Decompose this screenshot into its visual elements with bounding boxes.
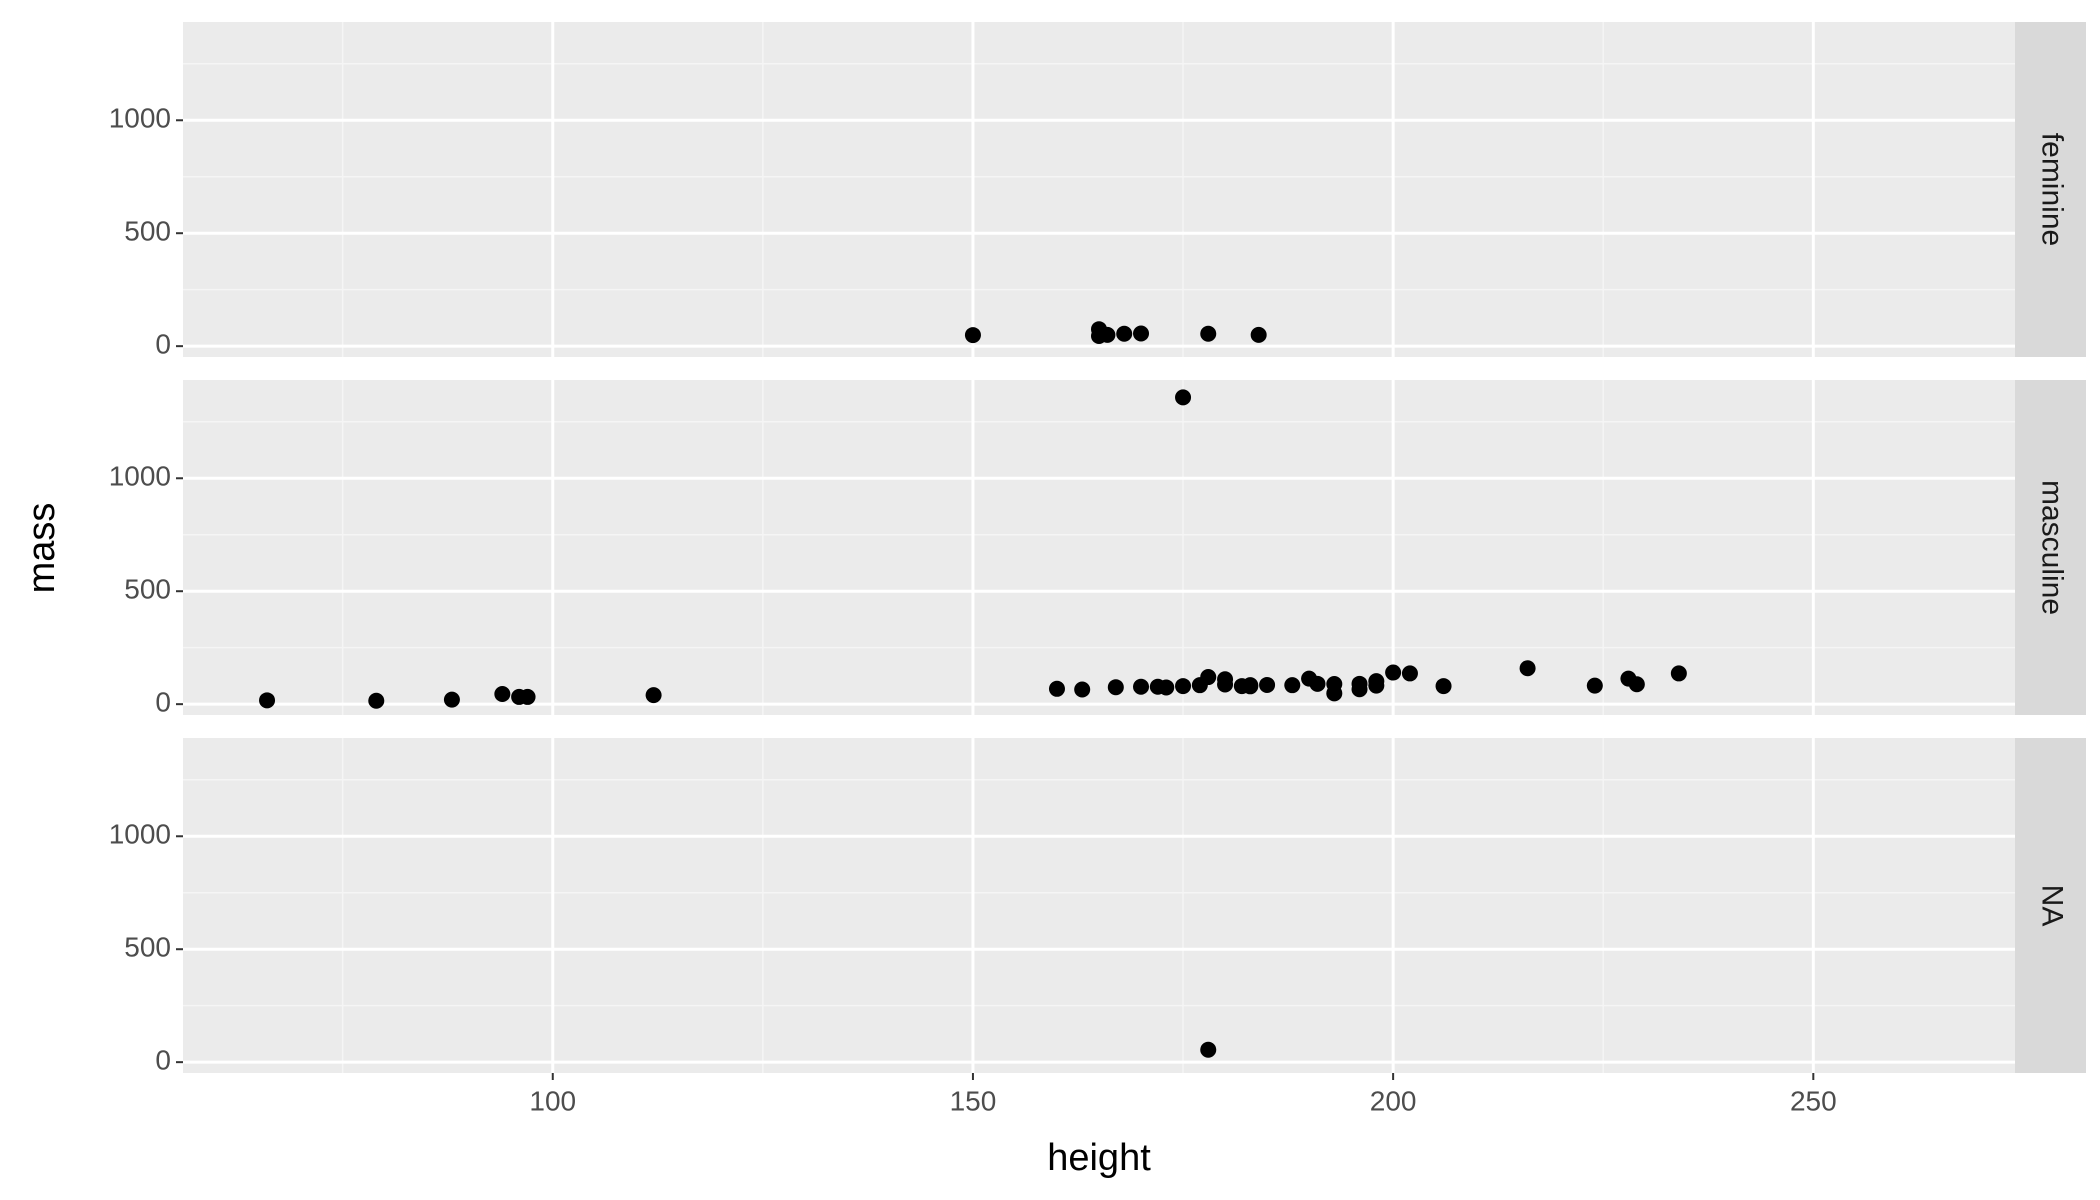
point: [964, 327, 981, 344]
point: [1309, 675, 1326, 692]
point: [443, 691, 460, 708]
point: [259, 692, 276, 709]
y-tick-label: 0: [155, 329, 171, 360]
point: [1351, 675, 1368, 692]
point: [1435, 678, 1452, 695]
strip-label: NA: [2036, 885, 2069, 927]
panel-background: [183, 22, 2015, 357]
y-tick-label: 500: [124, 574, 171, 605]
point: [519, 688, 536, 705]
strip-background: [2015, 380, 2086, 715]
panel-background: [183, 738, 2015, 1073]
point: [1133, 325, 1150, 342]
y-tick-label: 0: [155, 1045, 171, 1076]
x-tick-label: 150: [950, 1085, 997, 1116]
point: [1284, 677, 1301, 694]
strip-label: feminine: [2036, 133, 2069, 246]
x-tick-label: 200: [1370, 1085, 1417, 1116]
point: [1175, 678, 1192, 695]
point: [1385, 664, 1402, 681]
y-tick-label: 1000: [109, 103, 171, 134]
y-tick-label: 0: [155, 687, 171, 718]
y-tick-label: 1000: [109, 819, 171, 850]
point: [1259, 676, 1276, 693]
point: [1326, 685, 1343, 702]
point: [1217, 676, 1234, 693]
point: [1158, 679, 1175, 696]
strip-label: masculine: [2036, 480, 2069, 615]
x-tick-label: 100: [529, 1085, 576, 1116]
point: [1116, 325, 1133, 342]
point: [1368, 677, 1385, 694]
point: [1628, 676, 1645, 693]
point: [1074, 681, 1091, 698]
strip-background: [2015, 738, 2086, 1073]
panel-background: [183, 380, 2015, 715]
y-tick-label: 500: [124, 216, 171, 247]
point: [368, 692, 385, 709]
point: [1586, 677, 1603, 694]
point: [1250, 326, 1267, 343]
point: [1200, 669, 1217, 686]
point: [1519, 660, 1536, 677]
point: [1099, 326, 1116, 343]
y-axis-title: mass: [21, 503, 63, 594]
point: [494, 685, 511, 702]
point: [1670, 665, 1687, 682]
y-tick-label: 1000: [109, 461, 171, 492]
point: [1175, 389, 1192, 406]
y-tick-label: 500: [124, 932, 171, 963]
point: [1133, 678, 1150, 695]
point: [1048, 680, 1065, 697]
point: [645, 687, 662, 704]
x-tick-label: 250: [1790, 1085, 1837, 1116]
point: [1107, 679, 1124, 696]
point: [1200, 1041, 1217, 1058]
point: [1242, 677, 1259, 694]
x-axis-title: height: [1047, 1137, 1151, 1179]
point: [1401, 665, 1418, 682]
strip-background: [2015, 22, 2086, 357]
point: [1200, 325, 1217, 342]
